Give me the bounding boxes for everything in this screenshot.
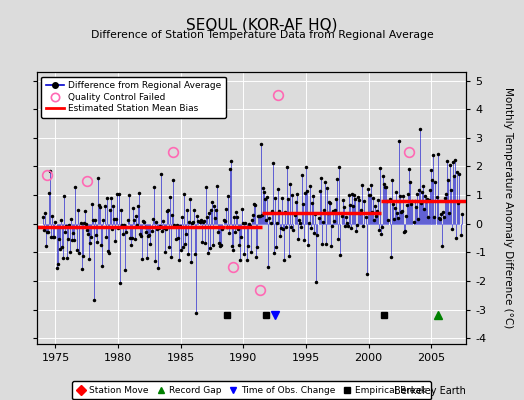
Text: Berkeley Earth: Berkeley Earth (395, 386, 466, 396)
Text: SEOUL (KOR-AF HQ): SEOUL (KOR-AF HQ) (186, 18, 338, 33)
Text: Difference of Station Temperature Data from Regional Average: Difference of Station Temperature Data f… (91, 30, 433, 40)
Legend: Station Move, Record Gap, Time of Obs. Change, Empirical Break: Station Move, Record Gap, Time of Obs. C… (72, 381, 431, 399)
Y-axis label: Monthly Temperature Anomaly Difference (°C): Monthly Temperature Anomaly Difference (… (503, 87, 513, 329)
